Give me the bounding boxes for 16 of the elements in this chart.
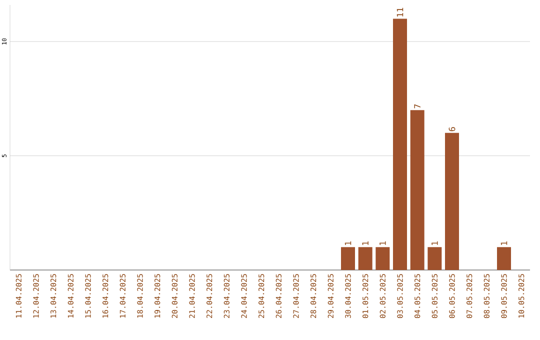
bar [497, 247, 512, 270]
bar [445, 132, 460, 270]
data-label: 6 [448, 127, 456, 132]
bar [341, 247, 356, 270]
data-label: 1 [380, 241, 386, 245]
data-label: 1 [432, 241, 438, 245]
bar [410, 110, 424, 270]
data-label: 7 [414, 104, 420, 108]
bar [376, 247, 390, 270]
data-label: 1 [344, 241, 352, 245]
bar [393, 18, 408, 270]
bar [428, 247, 442, 270]
data-label: 1 [362, 241, 368, 245]
data-label: 1 [500, 241, 508, 245]
data-label: 11 [396, 8, 404, 16]
bar [358, 247, 372, 270]
